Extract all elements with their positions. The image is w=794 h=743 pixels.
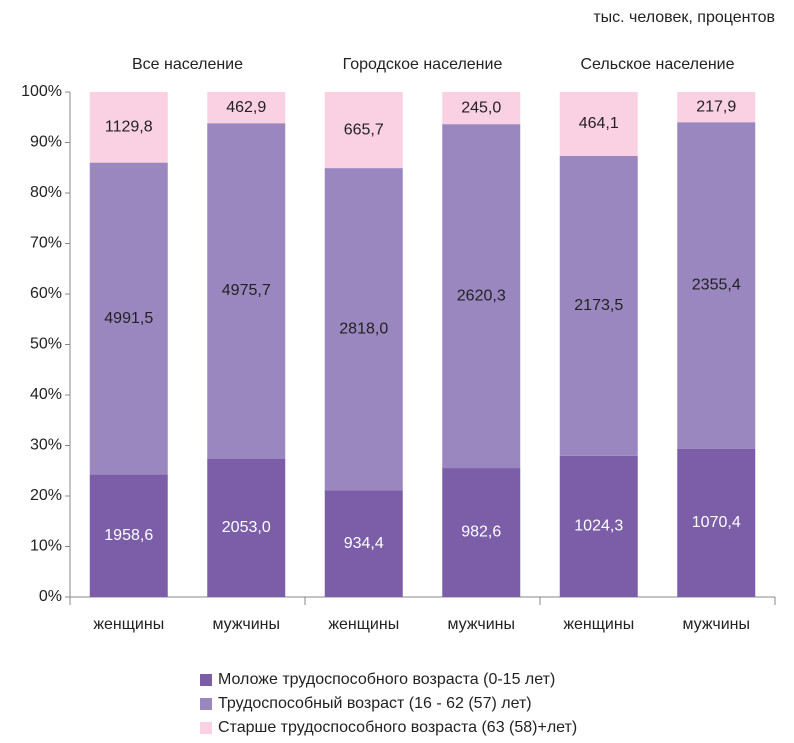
y-tick-label: 100% bbox=[21, 83, 62, 100]
x-tick-label: женщины bbox=[328, 616, 399, 633]
bar-segment bbox=[207, 92, 286, 124]
legend-swatch bbox=[200, 698, 212, 710]
bar-segment bbox=[89, 162, 168, 475]
legend-label: Моложе трудоспособного возраста (0-15 ле… bbox=[218, 671, 555, 688]
data-label: 665,7 bbox=[344, 121, 384, 138]
data-label: 934,4 bbox=[344, 535, 384, 552]
bar-segment bbox=[442, 468, 521, 597]
data-label: 4991,5 bbox=[104, 310, 153, 327]
bar-segment bbox=[89, 92, 168, 163]
legend-swatch bbox=[200, 674, 212, 686]
data-label: 2355,4 bbox=[692, 277, 741, 294]
x-tick-label: мужчины bbox=[448, 616, 516, 633]
data-label: 1070,4 bbox=[692, 514, 741, 531]
bar-segment bbox=[559, 92, 638, 157]
y-tick-label: 80% bbox=[30, 184, 62, 201]
y-tick-label: 0% bbox=[39, 588, 62, 605]
y-tick-label: 30% bbox=[30, 437, 62, 454]
legend-label: Старше трудоспособного возраста (63 (58)… bbox=[218, 719, 577, 736]
group-title: Городское население bbox=[343, 56, 503, 73]
legend-label: Трудоспособный возраст (16 - 62 (57) лет… bbox=[218, 695, 532, 712]
data-label: 1024,3 bbox=[574, 518, 623, 535]
x-tick-label: женщины bbox=[563, 616, 634, 633]
data-label: 2053,0 bbox=[222, 519, 271, 536]
x-tick-label: мужчины bbox=[683, 616, 751, 633]
bar-segment bbox=[677, 448, 756, 597]
bar-segment bbox=[442, 124, 521, 469]
y-tick-label: 50% bbox=[30, 336, 62, 353]
bar-segment bbox=[324, 490, 403, 597]
bar-segment bbox=[324, 168, 403, 491]
y-tick-label: 40% bbox=[30, 386, 62, 403]
bar-segment bbox=[559, 455, 638, 597]
bar-segment bbox=[207, 458, 286, 597]
bar-segment bbox=[324, 92, 403, 169]
data-label: 982,6 bbox=[461, 524, 501, 541]
y-tick-label: 70% bbox=[30, 235, 62, 252]
x-tick-label: мужчины bbox=[213, 616, 281, 633]
y-tick-label: 20% bbox=[30, 487, 62, 504]
chart-subtitle: тыс. человек, процентов bbox=[593, 9, 775, 26]
bar-segment bbox=[442, 92, 521, 125]
bar-segment bbox=[89, 474, 168, 597]
data-label: 2620,3 bbox=[457, 287, 506, 304]
data-label: 1958,6 bbox=[104, 527, 153, 544]
data-label: 462,9 bbox=[226, 99, 266, 116]
bar-segment bbox=[559, 156, 638, 456]
data-label: 2818,0 bbox=[339, 320, 388, 337]
data-label: 245,0 bbox=[461, 99, 501, 116]
x-tick-label: женщины bbox=[93, 616, 164, 633]
y-tick-label: 90% bbox=[30, 134, 62, 151]
y-tick-label: 60% bbox=[30, 285, 62, 302]
bar-segment bbox=[207, 123, 286, 459]
y-tick-label: 10% bbox=[30, 538, 62, 555]
group-title: Сельское население bbox=[580, 56, 734, 73]
data-label: 1129,8 bbox=[105, 119, 153, 136]
data-label: 464,1 bbox=[579, 115, 619, 132]
bar-segment bbox=[677, 92, 756, 123]
data-label: 217,9 bbox=[696, 98, 736, 115]
bar-segment bbox=[677, 122, 756, 449]
group-title: Все население bbox=[132, 56, 243, 73]
data-label: 2173,5 bbox=[574, 297, 623, 314]
data-label: 4975,7 bbox=[222, 282, 271, 299]
legend-swatch bbox=[200, 722, 212, 734]
